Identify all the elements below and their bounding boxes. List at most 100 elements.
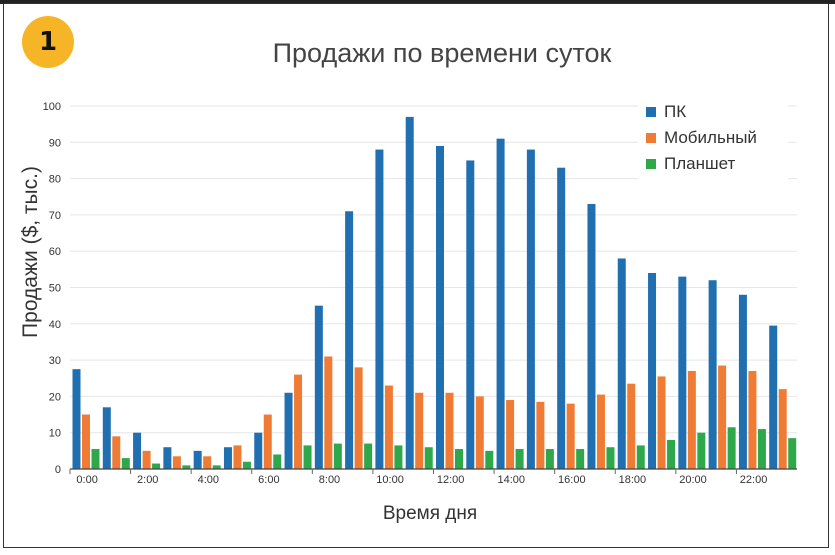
bar [354, 367, 363, 469]
bar [545, 449, 554, 469]
y-tick-label: 70 [49, 210, 61, 222]
y-tick-label: 100 [43, 101, 61, 113]
bar [345, 211, 354, 469]
legend-background [638, 96, 788, 182]
x-tick-label: 12:00 [437, 474, 465, 486]
bar [506, 400, 515, 469]
x-tick-label: 10:00 [376, 474, 404, 486]
chart-title: Продажи по времени суток [272, 38, 612, 68]
legend: ПК Мобильный Планшет [638, 96, 788, 182]
bar [475, 396, 484, 469]
bar [394, 445, 403, 469]
bar [636, 445, 645, 469]
number-badge: 1 [22, 16, 74, 68]
legend-swatch [646, 159, 656, 169]
bar [436, 145, 444, 469]
bar [455, 449, 463, 469]
bar [142, 450, 151, 469]
y-tick-label: 30 [49, 355, 61, 367]
bar [193, 450, 202, 469]
bar [748, 370, 757, 469]
bar [203, 456, 212, 469]
bar [778, 389, 787, 469]
bar [687, 370, 696, 469]
bar [566, 403, 575, 469]
bar [182, 465, 191, 469]
bar [102, 407, 111, 469]
bar [333, 443, 342, 469]
bar [496, 138, 505, 470]
bar [757, 429, 766, 469]
bar [526, 149, 535, 469]
bar [121, 458, 130, 469]
bar [424, 447, 433, 469]
bar [263, 414, 272, 469]
top-border [0, 0, 835, 4]
bar [678, 276, 687, 469]
x-axis-ticks: 0:00 2:00 4:00 6:00 8:00 10:00 12:00 14:00 16:00… [69, 469, 768, 486]
bar [163, 447, 172, 469]
bar [82, 414, 90, 469]
bar [727, 427, 736, 469]
x-tick-label: 8:00 [319, 474, 340, 486]
x-tick-label: 2:00 [137, 474, 158, 486]
bar [273, 454, 282, 469]
bar [557, 167, 566, 469]
bar [91, 449, 100, 469]
bar [415, 392, 424, 469]
bar [242, 461, 251, 469]
y-tick-label: 40 [49, 319, 61, 331]
bar [445, 392, 454, 469]
x-tick-label: 4:00 [198, 474, 219, 486]
x-tick-label: 6:00 [258, 474, 279, 486]
bar [596, 394, 605, 469]
legend-label: ПК [664, 102, 686, 121]
y-axis-ticks: 0 10 20 30 40 50 60 70 80 90 100 [43, 101, 61, 476]
x-tick-label: 14:00 [497, 474, 525, 486]
bar [648, 272, 657, 469]
bar [233, 445, 242, 469]
bar [303, 445, 312, 469]
x-tick-label: 20:00 [679, 474, 707, 486]
x-tick-label: 0:00 [76, 474, 97, 486]
bar [587, 204, 596, 469]
y-tick-label: 20 [49, 391, 61, 403]
bar [769, 325, 778, 469]
bar [606, 447, 615, 469]
bar [324, 356, 333, 469]
y-tick-label: 10 [49, 428, 61, 440]
bar [254, 432, 263, 469]
bar [294, 374, 303, 469]
bar [223, 447, 232, 469]
bar [738, 294, 747, 469]
y-axis-title: Продажи ($, тыс.) [19, 166, 42, 338]
bar [405, 116, 414, 469]
x-tick-label: 18:00 [619, 474, 647, 486]
bar [133, 432, 142, 469]
bar [466, 160, 475, 469]
bar [617, 258, 626, 469]
bar [375, 149, 384, 469]
legend-swatch [646, 133, 656, 143]
y-tick-label: 0 [55, 464, 61, 476]
x-tick-label: 16:00 [558, 474, 586, 486]
bar [576, 449, 585, 469]
legend-swatch [646, 107, 656, 117]
x-tick-label: 22:00 [740, 474, 768, 486]
bar [667, 439, 676, 469]
legend-label: Мобильный [664, 128, 757, 147]
bar [152, 463, 161, 469]
bar [172, 456, 181, 469]
bar [627, 383, 636, 469]
bar [364, 443, 373, 469]
bar [112, 436, 121, 469]
y-tick-label: 50 [49, 283, 61, 295]
bar [314, 305, 323, 469]
bar [515, 449, 524, 469]
bar [708, 280, 717, 469]
bar [485, 450, 494, 469]
x-axis-title: Время дня [383, 503, 477, 524]
bar [788, 438, 797, 469]
bar [718, 365, 727, 469]
